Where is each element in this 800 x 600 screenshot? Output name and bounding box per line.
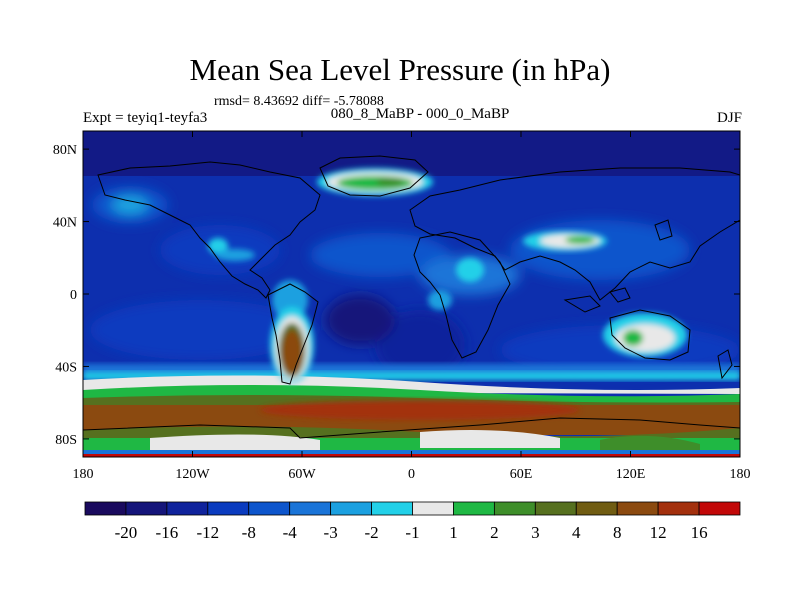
lon-tick-label: 120W: [175, 467, 210, 482]
colorbar-label: 12: [650, 523, 667, 542]
colorbar-swatch: [698, 501, 741, 516]
colorbar-swatch: [248, 501, 291, 516]
colorbar-label: -3: [324, 523, 338, 542]
colorbar-label: -2: [364, 523, 378, 542]
colorbar-swatch: [289, 501, 332, 516]
experiment-label: Expt = teyiq1-teyfa3: [83, 110, 208, 126]
colorbar-label: -12: [196, 523, 219, 542]
lon-tick-label: 60E: [510, 467, 533, 482]
lon-tick-label: 60W: [288, 467, 316, 482]
lon-tick-label: 180: [730, 467, 751, 482]
colorbar-swatch: [125, 501, 168, 516]
colorbar-swatch: [371, 501, 413, 516]
colorbar-swatch: [575, 501, 618, 516]
axes: 180 120W 60W 0 60E 120E 180 80N 40N 0 40S 80S: [53, 131, 751, 482]
colorbar-swatch: [453, 501, 495, 516]
colorbar-label: 4: [572, 523, 581, 542]
colorbar-swatch: [534, 501, 577, 516]
lat-tick-label: 80S: [55, 433, 77, 448]
lat-tick-label: 0: [70, 288, 77, 303]
colorbar-swatch: [166, 501, 209, 516]
colorbar-label: -16: [156, 523, 179, 542]
colorbar-label: 1: [449, 523, 458, 542]
colorbar-swatch: [207, 501, 250, 516]
colorbar-swatch: [657, 501, 700, 516]
colorbar-label: -1: [405, 523, 419, 542]
pressure-field: [83, 131, 740, 457]
colorbar-label: 16: [691, 523, 708, 542]
colorbar-label: 8: [613, 523, 622, 542]
colorbar-swatch: [84, 501, 127, 516]
plot-title: Mean Sea Level Pressure (in hPa): [189, 52, 611, 87]
lon-tick-label: 180: [73, 467, 94, 482]
colorbar-label: 3: [531, 523, 540, 542]
colorbar-swatch: [330, 501, 372, 516]
colorbar-swatch: [493, 501, 536, 516]
lat-tick-label: 80N: [53, 143, 77, 158]
lat-tick-label: 40S: [55, 360, 77, 375]
colorbar-label: -8: [242, 523, 256, 542]
period-label: 080_8_MaBP - 000_0_MaBP: [330, 106, 510, 122]
colorbar-label: 2: [490, 523, 499, 542]
lon-tick-label: 0: [408, 467, 415, 482]
lat-tick-label: 40N: [53, 216, 77, 231]
colorbar: -20 -16 -12 -8 -4 -3 -2 -1 1 2 3 4 8 12 16: [84, 501, 741, 542]
colorbar-swatch: [616, 501, 659, 516]
colorbar-label: -4: [283, 523, 298, 542]
season-label: DJF: [716, 110, 742, 126]
colorbar-swatch: [412, 501, 454, 516]
colorbar-label: -20: [115, 523, 138, 542]
lon-tick-label: 120E: [616, 467, 646, 482]
stats-label: rmsd= 8.43692 diff= -5.78088: [214, 94, 384, 109]
coastlines: [83, 155, 740, 439]
